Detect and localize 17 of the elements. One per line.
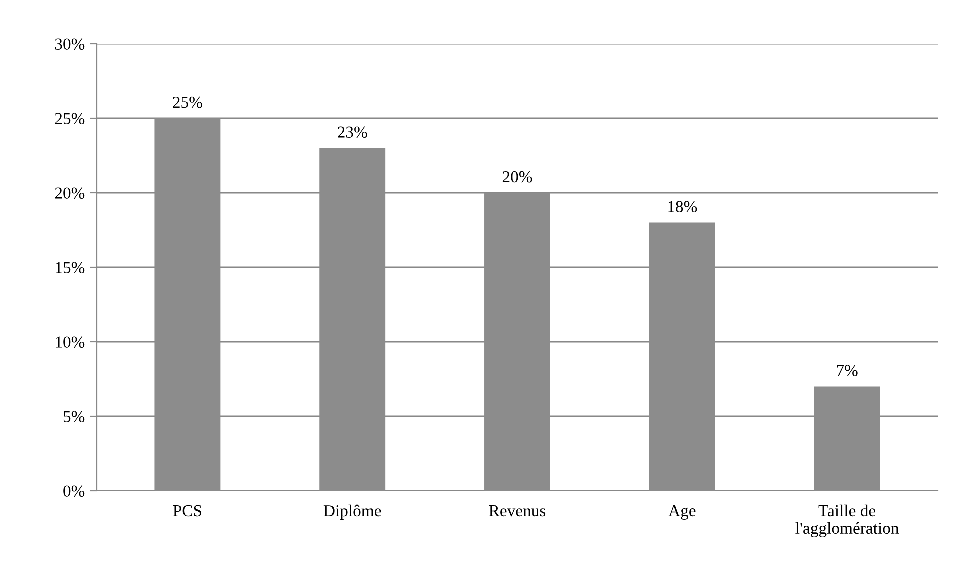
data-label: 20% <box>502 171 532 183</box>
data-label: 7% <box>837 365 858 376</box>
x-tick-label: Taille de l'agglomération <box>796 504 899 538</box>
x-tick-label: PCS <box>173 505 202 517</box>
data-label: 23% <box>338 126 368 138</box>
y-tick-label: 15% <box>56 262 85 274</box>
x-tick-label: Revenus <box>489 506 546 517</box>
y-tick-label: 0% <box>64 486 85 497</box>
y-tick-label: 25% <box>55 113 85 124</box>
y-tick-label: 20% <box>55 188 85 199</box>
y-tick-label: 30% <box>55 38 85 50</box>
data-label: 18% <box>668 201 698 213</box>
y-tick-label: 5% <box>64 411 85 422</box>
data-label: 25% <box>173 96 202 108</box>
x-tick-label: Diplôme <box>324 504 382 520</box>
x-tick-label: Age <box>668 505 696 520</box>
y-tick-label: 10% <box>56 336 85 348</box>
